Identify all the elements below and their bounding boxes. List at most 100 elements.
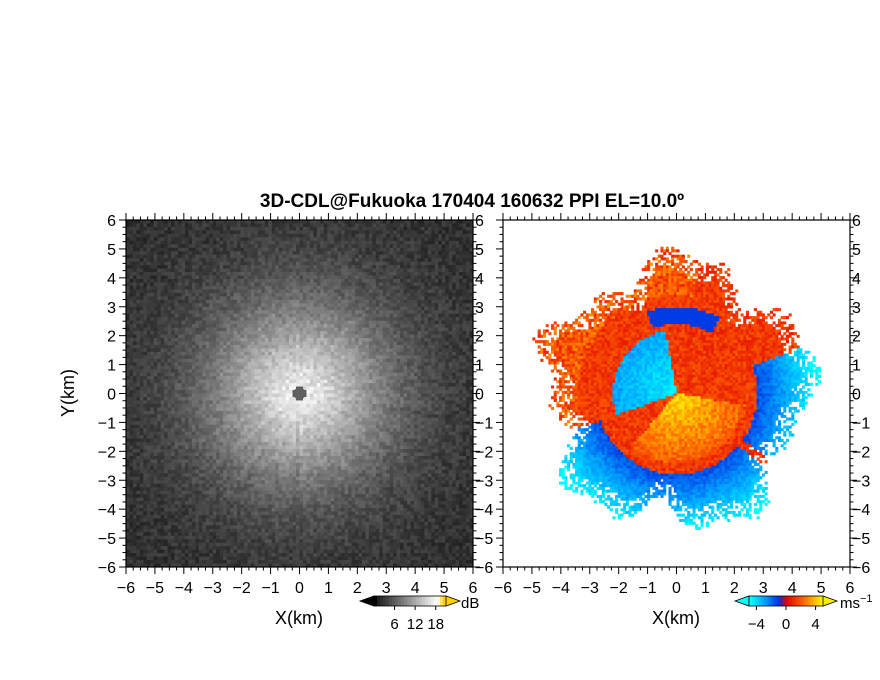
reflectivity-cell xyxy=(233,289,238,294)
reflectivity-cell xyxy=(212,469,217,474)
reflectivity-cell xyxy=(223,546,228,551)
reflectivity-cell xyxy=(164,240,169,245)
reflectivity-cell xyxy=(264,466,269,471)
reflectivity-cell xyxy=(191,417,196,422)
reflectivity-cell xyxy=(191,383,196,387)
reflectivity-cell xyxy=(136,532,141,537)
reflectivity-cell xyxy=(278,303,283,308)
reflectivity-cell xyxy=(264,292,269,297)
reflectivity-cell xyxy=(226,341,231,346)
reflectivity-cell xyxy=(240,473,245,478)
reflectivity-cell xyxy=(198,487,203,492)
reflectivity-cell xyxy=(247,372,252,377)
reflectivity-cell xyxy=(212,490,217,495)
reflectivity-cell xyxy=(167,251,172,256)
reflectivity-cell xyxy=(278,511,283,516)
reflectivity-cell xyxy=(205,362,210,367)
reflectivity-cell xyxy=(237,230,241,235)
reflectivity-cell xyxy=(261,528,266,533)
reflectivity-cell xyxy=(261,362,266,367)
reflectivity-cell xyxy=(129,226,134,231)
reflectivity-cell xyxy=(143,455,148,460)
reflectivity-cell xyxy=(146,251,151,256)
reflectivity-cell xyxy=(150,428,155,433)
reflectivity-cell xyxy=(126,393,130,398)
reflectivity-cell xyxy=(126,476,130,481)
reflectivity-cell xyxy=(271,428,276,433)
reflectivity-cell xyxy=(174,355,179,360)
reflectivity-cell xyxy=(167,518,172,523)
reflectivity-cell xyxy=(157,268,162,273)
reflectivity-cell xyxy=(202,487,207,492)
reflectivity-cell xyxy=(282,296,287,301)
reflectivity-cell xyxy=(164,480,169,485)
reflectivity-cell xyxy=(153,355,158,360)
reflectivity-cell xyxy=(195,237,200,242)
reflectivity-cell xyxy=(174,320,179,325)
reflectivity-cell xyxy=(264,379,269,384)
reflectivity-cell xyxy=(164,285,169,290)
reflectivity-cell xyxy=(261,494,266,498)
reflectivity-cell xyxy=(202,462,207,467)
reflectivity-cell xyxy=(223,549,228,554)
reflectivity-cell xyxy=(219,459,224,464)
reflectivity-cell xyxy=(191,407,196,412)
reflectivity-cell xyxy=(160,251,165,256)
reflectivity-cell xyxy=(257,518,262,523)
reflectivity-cell xyxy=(257,296,262,301)
reflectivity-cell xyxy=(198,233,203,238)
reflectivity-cell xyxy=(164,278,169,283)
reflectivity-cell xyxy=(198,344,203,349)
reflectivity-cell xyxy=(282,442,287,446)
reflectivity-cell xyxy=(264,386,269,391)
reflectivity-cell xyxy=(275,528,280,533)
reflectivity-cell xyxy=(146,258,151,263)
reflectivity-cell xyxy=(167,410,172,415)
reflectivity-cell xyxy=(271,240,276,245)
reflectivity-cell xyxy=(143,518,148,523)
reflectivity-cell xyxy=(282,289,287,294)
reflectivity-cell xyxy=(205,424,210,429)
reflectivity-cell xyxy=(254,310,259,315)
reflectivity-cell xyxy=(202,459,207,464)
reflectivity-cell xyxy=(278,539,283,544)
reflectivity-cell xyxy=(233,466,238,471)
reflectivity-cell xyxy=(216,508,221,512)
reflectivity-cell xyxy=(129,306,134,311)
reflectivity-cell xyxy=(184,396,189,401)
reflectivity-cell xyxy=(178,296,182,301)
reflectivity-cell xyxy=(257,424,262,429)
reflectivity-cell xyxy=(212,393,217,398)
reflectivity-cell xyxy=(136,556,141,561)
reflectivity-cell xyxy=(278,473,283,478)
reflectivity-cell xyxy=(216,292,221,297)
reflectivity-cell xyxy=(278,563,283,567)
reflectivity-cell xyxy=(296,306,300,311)
reflectivity-cell xyxy=(160,220,165,224)
reflectivity-cell xyxy=(209,532,214,537)
reflectivity-cell xyxy=(146,317,151,322)
reflectivity-cell xyxy=(188,289,193,294)
reflectivity-cell xyxy=(296,289,300,294)
reflectivity-cell xyxy=(271,459,276,464)
reflectivity-cell xyxy=(178,539,182,544)
reflectivity-cell xyxy=(160,483,165,488)
reflectivity-cell xyxy=(129,400,134,405)
reflectivity-cell xyxy=(230,452,234,457)
reflectivity-cell xyxy=(226,320,231,325)
reflectivity-cell xyxy=(188,476,193,481)
reflectivity-cell xyxy=(202,449,207,453)
reflectivity-cell xyxy=(250,372,255,377)
reflectivity-cell xyxy=(257,435,262,440)
reflectivity-cell xyxy=(247,254,252,259)
reflectivity-cell xyxy=(202,528,207,533)
reflectivity-cell xyxy=(153,410,158,415)
reflectivity-cell xyxy=(129,497,134,502)
reflectivity-cell xyxy=(271,331,276,335)
reflectivity-cell xyxy=(178,528,182,533)
reflectivity-cell xyxy=(223,431,228,436)
reflectivity-cell xyxy=(285,344,290,349)
reflectivity-cell xyxy=(219,355,224,360)
reflectivity-cell xyxy=(212,462,217,467)
reflectivity-cell xyxy=(191,494,196,498)
